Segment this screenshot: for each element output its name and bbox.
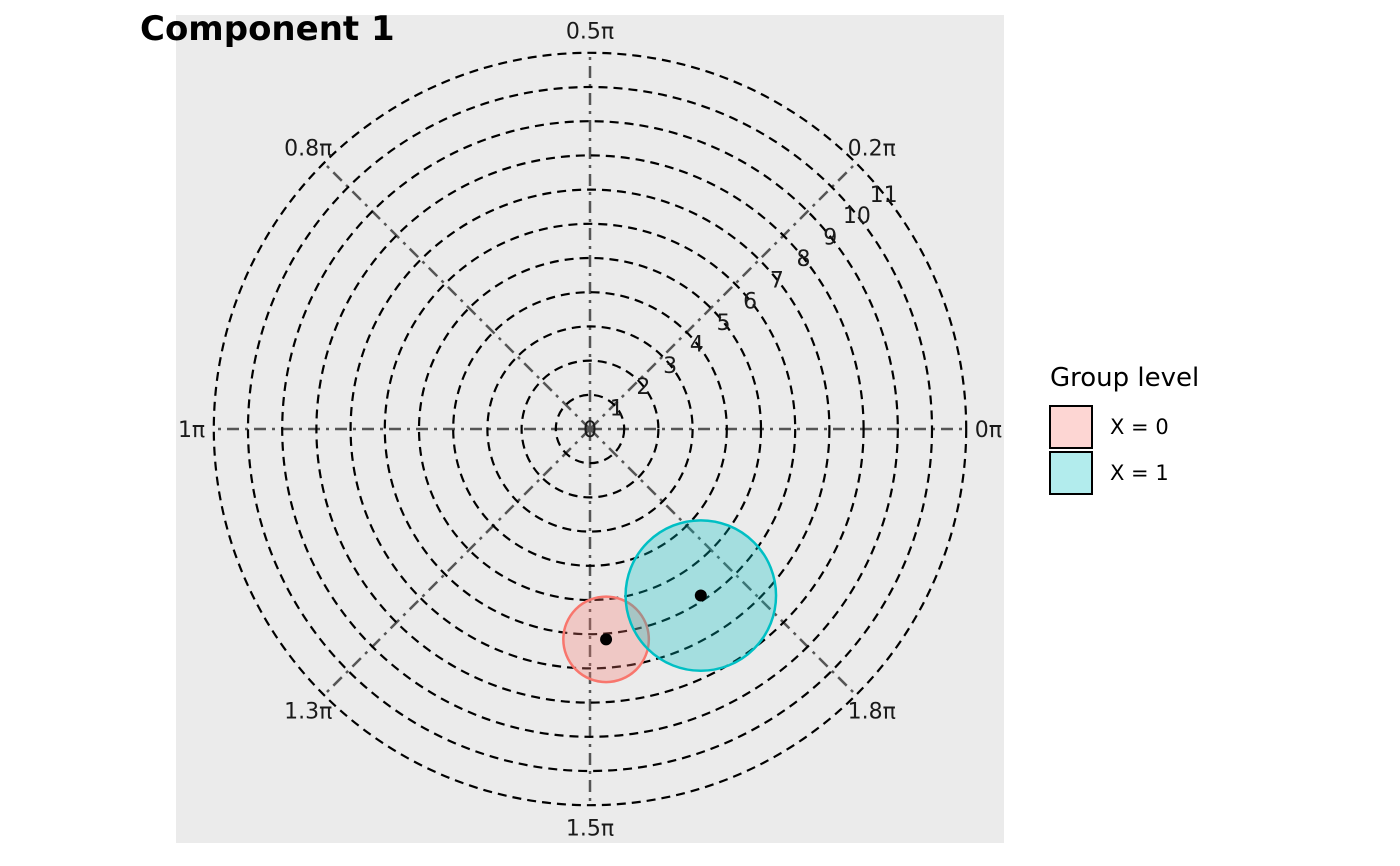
angular-tick-4: 1π (178, 418, 205, 443)
ring-4 (452, 291, 728, 567)
ring-6 (383, 222, 797, 636)
radial-tick-4: 4 (690, 332, 704, 357)
angular-tick-labels: 0π 0.2π 0.5π 0.8π 1π 1.3π 1.5π 1.8π (178, 20, 1002, 842)
point-series-1 (694, 589, 707, 602)
spoke-7 (589, 428, 857, 696)
angular-tick-7: 1.8π (848, 700, 896, 725)
ring-9 (281, 120, 899, 738)
radial-tick-5: 5 (716, 311, 730, 336)
ring-2 (520, 359, 660, 499)
ring-8 (315, 154, 865, 704)
angular-tick-2: 0.5π (566, 20, 614, 45)
legend-swatch-0 (1049, 405, 1093, 449)
radial-tick-7: 7 (770, 268, 784, 293)
legend-label-0: X = 0 (1110, 415, 1169, 439)
radial-tick-1: 1 (610, 397, 624, 422)
legend-label-1: X = 1 (1110, 461, 1169, 485)
chart-title: Component 1 (140, 9, 395, 49)
radial-rings (212, 51, 968, 807)
spoke-3 (323, 162, 591, 430)
legend-entries: X = 0 X = 1 (1049, 405, 1169, 495)
radial-tick-10: 10 (843, 204, 871, 229)
ring-10 (246, 85, 934, 773)
confidence-regions (562, 519, 778, 684)
angular-tick-5: 1.3π (284, 700, 332, 725)
radial-tick-3: 3 (663, 354, 677, 379)
ring-1 (554, 393, 626, 465)
radial-tick-8: 8 (797, 247, 811, 272)
angular-tick-6: 1.5π (566, 816, 614, 841)
angular-tick-1: 0.2π (848, 136, 896, 161)
radial-tick-0: 0 (583, 418, 597, 443)
legend-title: Group level (1050, 363, 1199, 393)
radial-tick-11: 11 (870, 183, 898, 208)
radial-tick-9: 9 (823, 226, 837, 251)
ring-7 (349, 188, 831, 670)
point-series-0 (600, 633, 613, 646)
ring-5 (417, 256, 763, 602)
ring-11 (212, 51, 968, 807)
legend: Group level X = 0 X = 1 (1049, 363, 1199, 495)
legend-swatch-1 (1049, 451, 1093, 495)
angular-spokes (213, 52, 967, 806)
radial-tick-6: 6 (743, 290, 757, 315)
ring-3 (486, 325, 694, 533)
spoke-5 (323, 428, 591, 696)
radial-tick-2: 2 (636, 375, 650, 400)
angular-tick-3: 0.8π (284, 136, 332, 161)
spoke-1 (589, 162, 857, 430)
angular-tick-0: 0π (975, 418, 1002, 443)
